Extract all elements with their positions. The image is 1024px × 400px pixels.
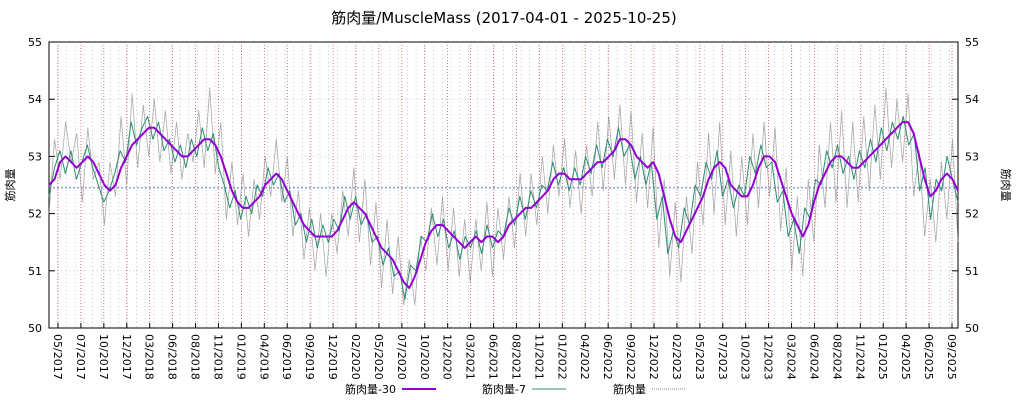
x-tick-label: 12/2022	[647, 334, 660, 380]
x-tick-label: 03/2024	[785, 334, 798, 380]
plot-frame	[48, 41, 959, 329]
x-tick-label: 08/2021	[509, 334, 522, 380]
x-tick-label: 06/2021	[487, 334, 500, 380]
x-tick-label: 01/2022	[555, 334, 568, 380]
y-tick-label-left: 50	[28, 322, 42, 335]
y-tick-label-right: 52	[965, 208, 979, 221]
series-line-30	[48, 121, 959, 289]
x-tick-label: 11/2021	[532, 334, 545, 380]
x-tick-label: 02/2023	[670, 334, 683, 380]
x-tick-label: 03/2018	[143, 334, 156, 380]
legend-label-series-7: 筋肉量-7	[482, 382, 526, 396]
x-tick-label: 12/2017	[120, 334, 133, 380]
x-tick-label: 06/2024	[807, 334, 820, 380]
legend: 筋肉量-30 筋肉量-7 筋肉量	[345, 382, 686, 396]
legend-label-raw: 筋肉量	[613, 382, 646, 396]
x-tick-label: 06/2019	[280, 334, 293, 380]
x-tick-label: 09/2019	[303, 334, 316, 380]
legend-label-series-30: 筋肉量-30	[345, 382, 396, 396]
y-tick-label-left: 53	[28, 150, 42, 163]
x-tick-label: 12/2019	[326, 334, 339, 380]
x-tick-label: 12/2023	[762, 334, 775, 380]
x-tick-label: 07/2020	[395, 334, 408, 380]
x-tick-label: 10/2017	[97, 334, 110, 380]
x-tick-label: 10/2023	[739, 334, 752, 380]
x-tick-label: 06/2025	[922, 334, 935, 380]
x-tick-label: 11/2024	[853, 334, 866, 380]
y-axis-label-right: 筋肉量	[999, 169, 1013, 202]
x-tick-label: 10/2020	[418, 334, 431, 380]
y-tick-label-right: 54	[965, 93, 979, 106]
chart-title: 筋肉量/MuscleMass (2017-04-01 - 2025-10-25)	[331, 9, 677, 27]
x-tick-label: 12/2020	[441, 334, 454, 380]
x-tick-label: 11/2018	[211, 334, 224, 380]
series-line-7	[48, 115, 959, 300]
y-axis-label-left: 筋肉量	[3, 169, 17, 202]
y-tick-label-left: 55	[28, 36, 42, 49]
x-tick-label: 05/2020	[372, 334, 385, 380]
x-tick-label: 07/2017	[74, 334, 87, 380]
x-tick-label: 04/2022	[578, 334, 591, 380]
x-tick-label: 04/2019	[257, 334, 270, 380]
x-tick-label: 09/2022	[624, 334, 637, 380]
x-tick-label: 07/2023	[716, 334, 729, 380]
x-tick-label: 05/2023	[693, 334, 706, 380]
y-tick-label-left: 51	[28, 265, 42, 278]
x-tick-label: 06/2022	[601, 334, 614, 380]
y-tick-label-right: 50	[965, 322, 979, 335]
y-tick-label-right: 55	[965, 36, 979, 49]
series-layer	[48, 87, 959, 306]
x-tick-label: 01/2019	[234, 334, 247, 380]
y-tick-label-right: 51	[965, 265, 979, 278]
y-tick-label-right: 53	[965, 150, 979, 163]
x-tick-label: 01/2025	[876, 334, 889, 380]
x-tick-label: 08/2024	[830, 334, 843, 380]
y-tick-label-left: 54	[28, 93, 42, 106]
y-tick-label-left: 52	[28, 208, 42, 221]
series-line-raw	[48, 87, 959, 306]
x-tick-label: 06/2018	[166, 334, 179, 380]
x-axis-ticks: 05/2017 07/2017 10/2017 12/2017 03/2018 06/20…	[51, 323, 958, 380]
x-tick-label: 03/2021	[464, 334, 477, 380]
grid-layer	[49, 42, 958, 328]
x-tick-label: 08/2018	[189, 334, 202, 380]
y-axis-ticks: 50 50 51 51 52 52 53 53 54 54 55 55	[28, 36, 979, 335]
x-tick-label: 09/2025	[945, 334, 958, 380]
x-tick-label: 04/2025	[899, 334, 912, 380]
x-tick-label: 02/2020	[349, 334, 362, 380]
x-tick-label: 05/2017	[51, 334, 64, 380]
